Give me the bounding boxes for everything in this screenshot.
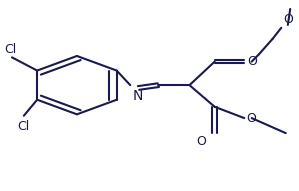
Text: Cl: Cl (18, 121, 30, 134)
Text: O: O (247, 112, 257, 125)
Text: O: O (247, 55, 257, 68)
Text: O: O (196, 135, 206, 148)
Text: N: N (133, 89, 143, 103)
Text: O: O (283, 13, 293, 26)
Text: Cl: Cl (4, 43, 17, 56)
